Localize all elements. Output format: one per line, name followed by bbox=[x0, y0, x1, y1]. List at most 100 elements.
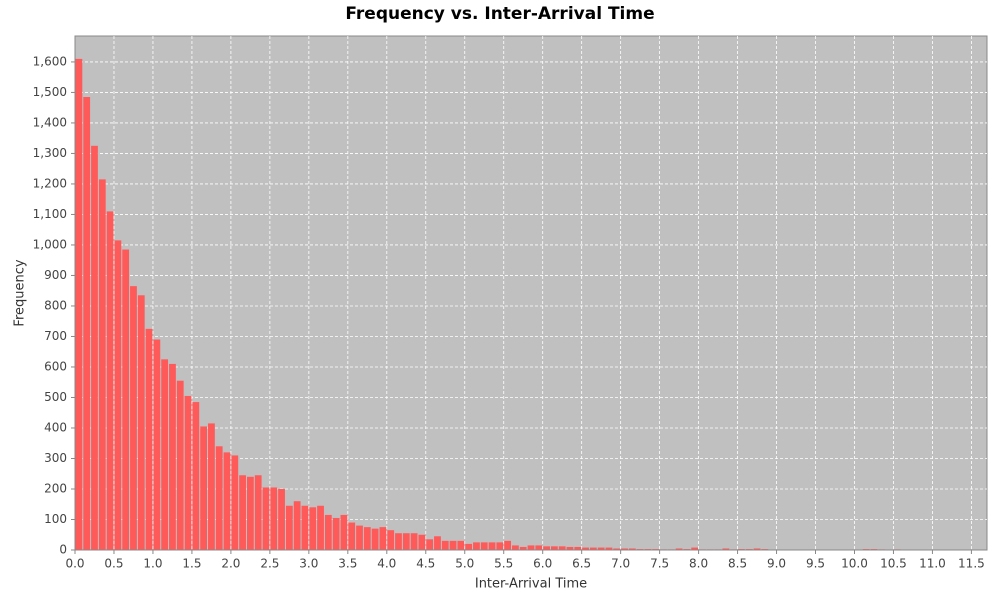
y-tick-label: 1,100 bbox=[33, 207, 67, 221]
bar bbox=[239, 475, 246, 550]
x-tick-label: 0.0 bbox=[65, 557, 84, 571]
x-tick-label: 7.5 bbox=[650, 557, 669, 571]
bar bbox=[519, 546, 527, 550]
bar bbox=[387, 530, 395, 550]
x-tick-label: 8.0 bbox=[689, 557, 708, 571]
y-tick-label: 500 bbox=[44, 390, 67, 404]
bar bbox=[91, 145, 98, 550]
x-tick-label: 10.5 bbox=[880, 557, 907, 571]
bar bbox=[628, 548, 636, 550]
bar bbox=[512, 545, 519, 550]
bar bbox=[722, 548, 730, 550]
bar bbox=[332, 517, 340, 550]
bar bbox=[285, 505, 293, 550]
bar bbox=[153, 339, 161, 550]
x-tick-label: 7.0 bbox=[611, 557, 630, 571]
bar bbox=[496, 542, 504, 550]
bar bbox=[208, 423, 215, 550]
bar bbox=[418, 534, 426, 550]
bar bbox=[402, 533, 410, 550]
bar bbox=[114, 240, 122, 550]
x-tick-label: 11.5 bbox=[958, 557, 985, 571]
y-axis-label: Frequency bbox=[13, 259, 28, 326]
x-tick-label: 4.0 bbox=[377, 557, 396, 571]
bar bbox=[223, 452, 231, 550]
bar bbox=[262, 487, 270, 550]
bar bbox=[449, 540, 457, 550]
bar bbox=[613, 548, 621, 550]
bar bbox=[317, 505, 324, 550]
bar bbox=[356, 525, 363, 550]
x-tick-label: 6.0 bbox=[533, 557, 552, 571]
bar bbox=[753, 548, 761, 550]
bar bbox=[169, 363, 176, 550]
y-tick-label: 1,400 bbox=[33, 115, 67, 129]
bar bbox=[566, 546, 574, 550]
chart-title: Frequency vs. Inter-Arrival Time bbox=[345, 4, 654, 24]
bar bbox=[597, 547, 605, 550]
bar bbox=[574, 546, 582, 550]
bar bbox=[176, 380, 184, 550]
bar bbox=[340, 514, 348, 550]
bar bbox=[465, 543, 473, 550]
bar bbox=[441, 540, 449, 550]
x-tick-label: 5.0 bbox=[455, 557, 474, 571]
bar bbox=[145, 328, 153, 550]
x-tick-label: 9.0 bbox=[767, 557, 786, 571]
bar bbox=[363, 527, 371, 550]
x-axis-label: Inter-Arrival Time bbox=[475, 577, 587, 592]
bar bbox=[582, 547, 589, 550]
y-tick-label: 1,300 bbox=[33, 146, 67, 160]
bar bbox=[246, 476, 254, 550]
bar bbox=[473, 542, 480, 550]
bar bbox=[75, 58, 83, 551]
y-tick-label: 1,200 bbox=[33, 176, 67, 190]
bar bbox=[535, 545, 543, 550]
x-tick-label: 5.5 bbox=[494, 557, 513, 571]
bar bbox=[98, 179, 106, 551]
bar bbox=[371, 528, 379, 550]
bar bbox=[184, 395, 192, 550]
bar bbox=[410, 533, 418, 550]
bar bbox=[426, 539, 434, 550]
bar bbox=[691, 547, 699, 550]
bar bbox=[543, 546, 550, 550]
bar bbox=[379, 527, 387, 550]
y-tick-label: 1,600 bbox=[33, 54, 67, 68]
bar bbox=[457, 540, 465, 550]
x-tick-label: 3.5 bbox=[338, 557, 357, 571]
x-tick-label: 9.5 bbox=[806, 557, 825, 571]
y-tick-label: 700 bbox=[44, 329, 67, 343]
x-tick-label: 10.0 bbox=[841, 557, 868, 571]
x-tick-label: 8.5 bbox=[728, 557, 747, 571]
bar bbox=[278, 488, 285, 550]
y-tick-label: 1,000 bbox=[33, 237, 67, 251]
y-tick-label: 800 bbox=[44, 298, 67, 312]
bar bbox=[324, 514, 332, 550]
x-tick-label: 3.0 bbox=[299, 557, 318, 571]
bar bbox=[301, 505, 309, 550]
y-tick-label: 100 bbox=[44, 512, 67, 526]
x-tick-label: 2.0 bbox=[221, 557, 240, 571]
y-tick-label: 900 bbox=[44, 268, 67, 282]
bar bbox=[504, 540, 512, 550]
bar bbox=[558, 546, 566, 550]
bar bbox=[434, 536, 441, 550]
bar bbox=[589, 547, 597, 550]
x-tick-label: 0.5 bbox=[104, 557, 123, 571]
x-tick-label: 2.5 bbox=[260, 557, 279, 571]
bar bbox=[395, 533, 402, 550]
bar bbox=[83, 97, 91, 550]
x-tick-label: 6.5 bbox=[572, 557, 591, 571]
y-tick-label: 1,500 bbox=[33, 85, 67, 99]
bar bbox=[527, 545, 535, 550]
bar bbox=[137, 295, 145, 550]
y-tick-label: 0 bbox=[59, 543, 67, 557]
bar bbox=[621, 548, 628, 550]
bar bbox=[161, 359, 169, 550]
x-tick-label: 4.5 bbox=[416, 557, 435, 571]
bar bbox=[192, 402, 200, 550]
y-tick-label: 400 bbox=[44, 420, 67, 434]
bar bbox=[106, 211, 114, 551]
